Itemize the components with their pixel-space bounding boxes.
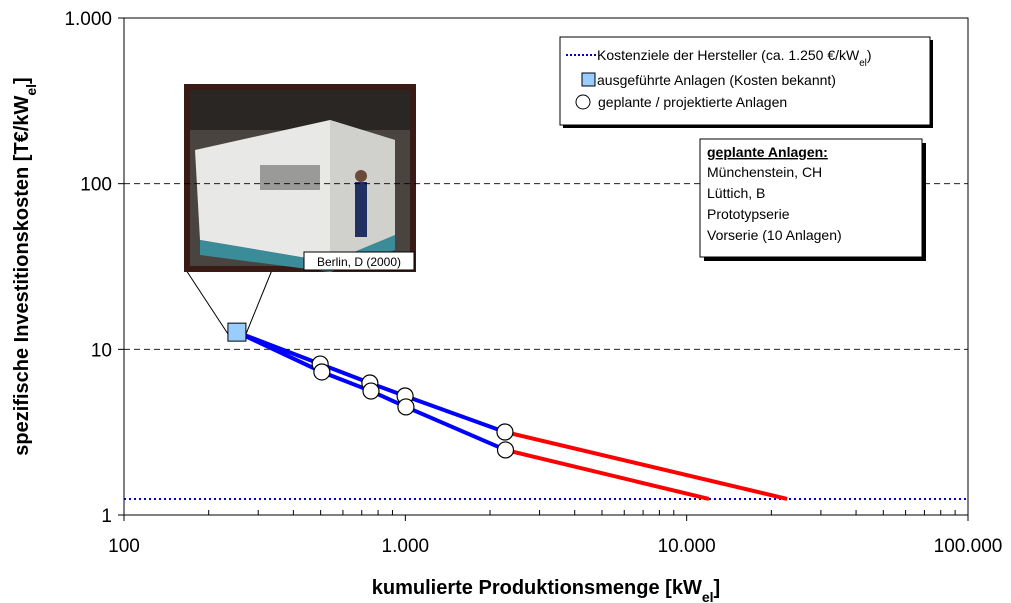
point <box>227 322 247 342</box>
legend-swatch <box>581 72 596 87</box>
text-part: ] <box>11 77 33 84</box>
legend-label: Kostenziele der Hersteller (ca. 1.250 €/… <box>597 47 872 69</box>
y-tick-label: 1 <box>101 506 112 527</box>
y-tick-label: 1.000 <box>64 9 112 30</box>
legend-label: ausgeführte Anlagen (Kosten bekannt) <box>597 72 836 88</box>
trend-line <box>505 447 710 501</box>
point <box>496 423 514 441</box>
x-tick-label: 100.000 <box>934 536 1003 557</box>
x-tick-label: 100 <box>108 536 140 557</box>
legend <box>559 36 931 126</box>
y-axis-title: spezifische Investitionskosten [T€/kWel] <box>11 77 39 455</box>
x-tick-label: 1.000 <box>382 536 430 557</box>
plot-frame <box>123 17 969 516</box>
text-part: ) <box>867 47 872 63</box>
legend-label: geplante / projektierte Anlagen <box>598 94 787 110</box>
annotation-item: Lüttich, B <box>707 185 765 201</box>
text-part: ] <box>714 577 721 599</box>
photo-caption: Berlin, D (2000) <box>317 255 401 269</box>
y-tick-label: 10 <box>91 340 112 361</box>
text-part: kumulierte Produktionsmenge [kW <box>372 577 702 599</box>
x-axis-title: kumulierte Produktionsmenge [kWel] <box>372 577 720 603</box>
point <box>313 363 331 381</box>
text-part: el <box>702 589 714 603</box>
annotation-title: geplante Anlagen: <box>707 144 828 160</box>
trend-line <box>504 430 788 501</box>
annotation-item: Prototypserie <box>707 206 790 222</box>
text-part: el <box>23 84 39 96</box>
annotation-item: Vorserie (10 Anlagen) <box>707 227 842 243</box>
text-part: el <box>859 58 867 69</box>
caption-box <box>303 251 415 271</box>
annotation <box>699 138 923 258</box>
y-tick-label: 100 <box>80 175 112 196</box>
point <box>397 398 415 416</box>
point <box>362 382 380 400</box>
text-part: Kostenziele der Hersteller (ca. 1.250 €/… <box>597 47 860 63</box>
x-tick-label: 10.000 <box>658 536 716 557</box>
annotation-item: Münchenstein, CH <box>707 164 822 180</box>
point <box>496 441 515 459</box>
text-part: spezifische Investitionskosten [T€/kW <box>11 96 33 456</box>
legend-swatch <box>575 94 591 110</box>
